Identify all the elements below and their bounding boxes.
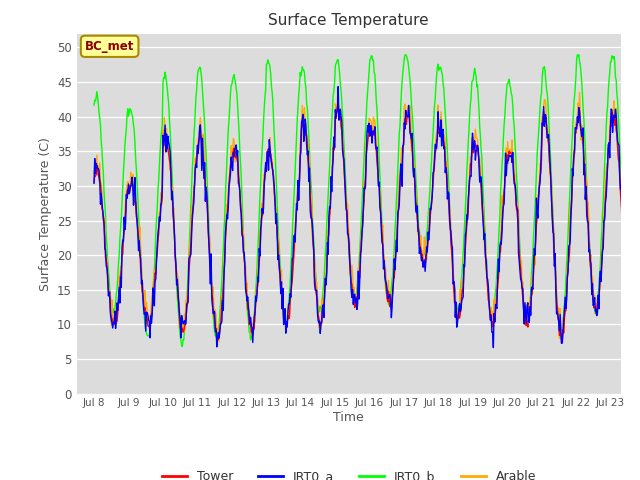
Title: Surface Temperature: Surface Temperature [269,13,429,28]
Legend: Tower, IRT0_a, IRT0_b, Arable: Tower, IRT0_a, IRT0_b, Arable [157,465,541,480]
Y-axis label: Surface Temperature (C): Surface Temperature (C) [38,137,51,290]
X-axis label: Time: Time [333,411,364,424]
Text: BC_met: BC_met [85,40,134,53]
